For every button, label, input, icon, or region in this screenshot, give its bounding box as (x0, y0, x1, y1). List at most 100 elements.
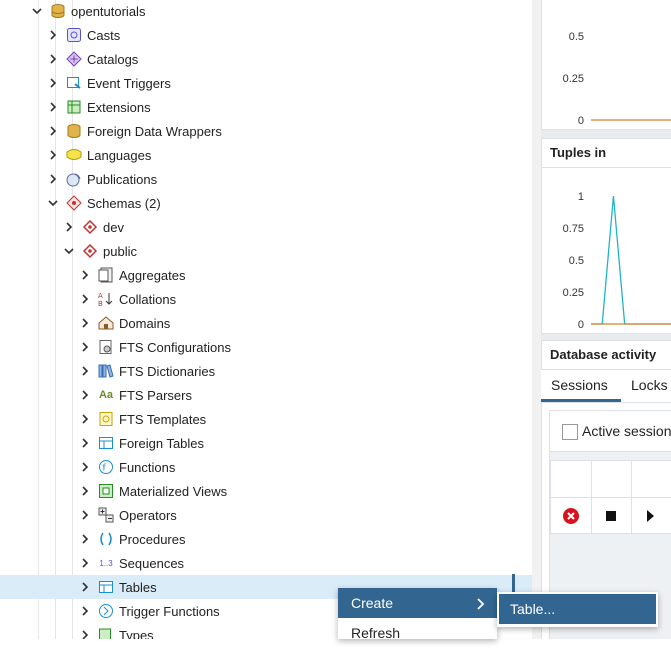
tree-item-label: Catalogs (87, 51, 139, 67)
tree-item-foreign-data-wrappers[interactable]: Foreign Data Wrappers (0, 119, 532, 143)
chevron-right-icon[interactable] (79, 317, 91, 329)
chevron-right-icon[interactable] (79, 629, 91, 639)
tree-item-fts-templates[interactable]: FTS Templates (0, 407, 532, 431)
chevron-right-icon[interactable] (79, 605, 91, 617)
tree-item-event-triggers[interactable]: Event Triggers (0, 71, 532, 95)
tree-guide-line (55, 0, 56, 639)
tree-item-label: Casts (87, 27, 121, 43)
expand-row-icon[interactable] (647, 510, 655, 522)
tree-item-collations[interactable]: A B Collations (0, 287, 532, 311)
chevron-right-icon[interactable] (79, 341, 91, 353)
y-tick-label: 0.5 (569, 255, 584, 267)
menu-item-create-label: Create (351, 595, 394, 611)
tree-item-public[interactable]: public (0, 239, 532, 263)
tree-item-publications[interactable]: Publications (0, 167, 532, 191)
tree-item-domains[interactable]: Domains (0, 311, 532, 335)
y-tick-label: 0.5 (569, 31, 584, 43)
tree-item-extensions[interactable]: Extensions (0, 95, 532, 119)
chevron-right-icon[interactable] (79, 509, 91, 521)
terminate-session-icon[interactable] (563, 508, 579, 524)
domains-icon (98, 315, 114, 331)
tree-item-label: Operators (119, 507, 177, 523)
tree-item-casts[interactable]: Casts (0, 23, 532, 47)
tree-item-label: opentutorials (71, 3, 146, 19)
database-icon (50, 3, 66, 19)
sequences-icon-glyph: 1..3 (99, 558, 113, 568)
chevron-right-icon[interactable] (47, 77, 59, 89)
chevron-right-icon[interactable] (63, 221, 75, 233)
tree-item-operators[interactable]: Operators (0, 503, 532, 527)
menu-item-create[interactable]: Create (338, 588, 497, 618)
chevron-right-icon[interactable] (47, 101, 59, 113)
tab-locks[interactable]: Locks (631, 377, 668, 393)
tab-sessions[interactable]: Sessions (541, 370, 621, 402)
cancel-query-icon[interactable] (606, 511, 616, 521)
menu-item-table[interactable]: Table... (499, 594, 656, 624)
chevron-down-icon[interactable] (47, 197, 59, 209)
tree-item-label: Foreign Tables (119, 435, 205, 451)
tree-item-opentutorials[interactable]: opentutorials (0, 0, 532, 23)
y-tick-label: 0.25 (563, 73, 584, 85)
tree-item-label: FTS Parsers (119, 387, 192, 403)
fts-parsers-icon-glyph: Aa (98, 389, 114, 401)
tree-item-label: FTS Templates (119, 411, 207, 427)
schemas-icon (66, 195, 82, 211)
tree-item-fts-parsers[interactable]: Aa FTS Parsers (0, 383, 532, 407)
chevron-right-icon[interactable] (79, 485, 91, 497)
tree-item-label: Publications (87, 171, 158, 187)
chevron-right-icon[interactable] (79, 461, 91, 473)
tree-item-types[interactable]: Types (0, 623, 532, 639)
schema-icon (82, 219, 98, 235)
fts-templates-icon (98, 411, 114, 427)
chevron-down-icon[interactable] (63, 245, 75, 257)
publications-icon (66, 171, 82, 187)
tree-item-trigger-functions[interactable]: Trigger Functions (0, 599, 532, 623)
chevron-right-icon[interactable] (47, 29, 59, 41)
tree-item-languages[interactable]: Languages (0, 143, 532, 167)
tree-item-catalogs[interactable]: Catalogs (0, 47, 532, 71)
chevron-right-icon[interactable] (79, 557, 91, 569)
tree-item-sequences[interactable]: 1..3 Sequences (0, 551, 532, 575)
chevron-right-icon[interactable] (79, 269, 91, 281)
tree-item-schemas-2[interactable]: Schemas (2) (0, 191, 532, 215)
chevron-right-icon[interactable] (47, 53, 59, 65)
chevron-right-icon[interactable] (79, 389, 91, 401)
tree-item-label: Extensions (87, 99, 151, 115)
active-sessions-label: Active sessions (582, 423, 671, 439)
tree-item-aggregates[interactable]: Aggregates (0, 263, 532, 287)
tree-item-label: Functions (119, 459, 176, 475)
y-tick-label: 0 (578, 319, 584, 331)
chevron-right-icon[interactable] (79, 293, 91, 305)
tree-item-label: Tables (119, 579, 157, 595)
tree-item-fts-dictionaries[interactable]: FTS Dictionaries (0, 359, 532, 383)
extensions-icon (66, 99, 82, 115)
tree-guide-line (38, 0, 39, 639)
chevron-down-icon[interactable] (31, 5, 43, 17)
fts-parsers-icon: Aa (98, 387, 114, 403)
tree-item-functions[interactable]: f Functions (0, 455, 532, 479)
activity-title: Database activity (542, 341, 671, 370)
activity-tabs: Sessions Locks (541, 370, 671, 403)
tree-item-label: Languages (87, 147, 152, 163)
chart-card-1: 0.75 0.5 0.25 0 (541, 0, 671, 130)
chevron-right-icon[interactable] (47, 125, 59, 137)
svg-text:f: f (103, 464, 107, 474)
fts-dictionaries-icon (98, 363, 114, 379)
tree-item-label: dev (103, 219, 124, 235)
menu-item-refresh[interactable]: Refresh (351, 625, 401, 641)
chevron-right-icon[interactable] (79, 533, 91, 545)
active-sessions-checkbox[interactable] (562, 424, 578, 440)
languages-icon (66, 147, 82, 163)
tree-item-materialized-views[interactable]: Materialized Views (0, 479, 532, 503)
chevron-right-icon[interactable] (47, 173, 59, 185)
tree-item-fts-configurations[interactable]: FTS Configurations (0, 335, 532, 359)
tree-scrollbar[interactable] (512, 0, 541, 639)
tree-item-procedures[interactable]: Procedures (0, 527, 532, 551)
chevron-right-icon[interactable] (79, 581, 91, 593)
chevron-right-icon[interactable] (79, 437, 91, 449)
tree-item-dev[interactable]: dev (0, 215, 532, 239)
tree-item-foreign-tables[interactable]: Foreign Tables (0, 431, 532, 455)
chevron-right-icon[interactable] (79, 365, 91, 377)
chevron-right-icon[interactable] (47, 149, 59, 161)
chevron-right-icon[interactable] (79, 413, 91, 425)
